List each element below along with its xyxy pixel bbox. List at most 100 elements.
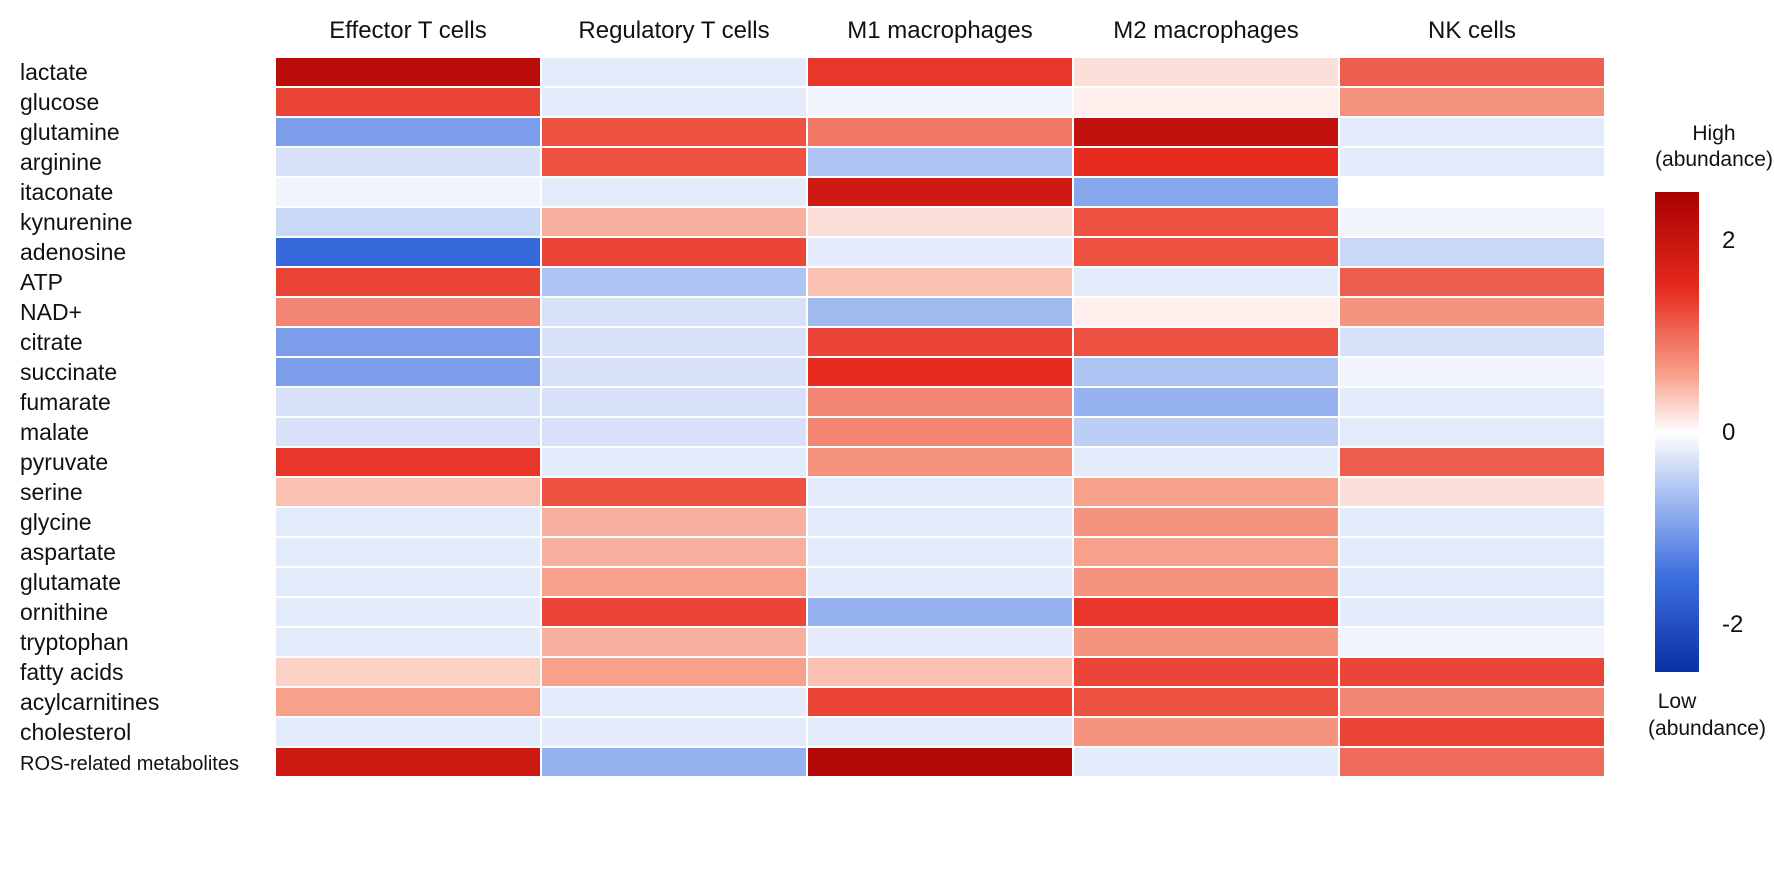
colorbar-gradient	[1655, 192, 1699, 672]
heatmap-cell-tryptophan-effector-t-cells	[276, 628, 540, 656]
heatmap-cell-pyruvate-m1-macrophages	[808, 448, 1072, 476]
heatmap-cell-nad-effector-t-cells	[276, 298, 540, 326]
heatmap-cell-arginine-effector-t-cells	[276, 148, 540, 176]
heatmap-cell-ornithine-m1-macrophages	[808, 598, 1072, 626]
heatmap-cell-aspartate-regulatory-t-cells	[542, 538, 806, 566]
heatmap-cell-cholesterol-m1-macrophages	[808, 718, 1072, 746]
heatmap-cell-acylcarnitines-m2-macrophages	[1074, 688, 1338, 716]
heatmap-cell-glucose-m1-macrophages	[808, 88, 1072, 116]
row-label-glutamine: glutamine	[20, 119, 120, 145]
heatmap-cell-glycine-effector-t-cells	[276, 508, 540, 536]
heatmap-cell-malate-regulatory-t-cells	[542, 418, 806, 446]
heatmap-cell-kynurenine-regulatory-t-cells	[542, 208, 806, 236]
heatmap-cell-atp-nk-cells	[1340, 268, 1604, 296]
heatmap-cell-acylcarnitines-nk-cells	[1340, 688, 1604, 716]
heatmap-cell-serine-effector-t-cells	[276, 478, 540, 506]
heatmap-cell-itaconate-effector-t-cells	[276, 178, 540, 206]
heatmap-cell-kynurenine-m2-macrophages	[1074, 208, 1338, 236]
heatmap-cell-tryptophan-m1-macrophages	[808, 628, 1072, 656]
row-label-glucose: glucose	[20, 89, 99, 115]
heatmap-cell-glutamate-m2-macrophages	[1074, 568, 1338, 596]
heatmap-cell-arginine-m1-macrophages	[808, 148, 1072, 176]
row-label-lactate: lactate	[20, 59, 88, 85]
heatmap-cell-nad-m2-macrophages	[1074, 298, 1338, 326]
heatmap-cell-adenosine-effector-t-cells	[276, 238, 540, 266]
heatmap-cell-glutamine-regulatory-t-cells	[542, 118, 806, 146]
heatmap-cell-glucose-nk-cells	[1340, 88, 1604, 116]
heatmap-cell-itaconate-nk-cells	[1340, 178, 1604, 206]
heatmap-cell-glutamate-nk-cells	[1340, 568, 1604, 596]
heatmap-cell-serine-regulatory-t-cells	[542, 478, 806, 506]
heatmap-cell-malate-m2-macrophages	[1074, 418, 1338, 446]
heatmap-cell-pyruvate-m2-macrophages	[1074, 448, 1338, 476]
colorbar-tick-label: -2	[1722, 611, 1743, 638]
heatmap-cell-succinate-nk-cells	[1340, 358, 1604, 386]
heatmap-cell-ros-related-metabolites-regulatory-t-cells	[542, 748, 806, 776]
row-label-serine: serine	[20, 479, 83, 505]
row-label-arginine: arginine	[20, 149, 102, 175]
row-label-citrate: citrate	[20, 329, 83, 355]
heatmap-cell-fumarate-m2-macrophages	[1074, 388, 1338, 416]
heatmap-cell-fatty-acids-nk-cells	[1340, 658, 1604, 686]
heatmap-cell-aspartate-m1-macrophages	[808, 538, 1072, 566]
heatmap-cell-acylcarnitines-m1-macrophages	[808, 688, 1072, 716]
heatmap-cell-serine-m2-macrophages	[1074, 478, 1338, 506]
heatmap-cell-arginine-nk-cells	[1340, 148, 1604, 176]
heatmap-cell-kynurenine-nk-cells	[1340, 208, 1604, 236]
heatmap-cell-pyruvate-nk-cells	[1340, 448, 1604, 476]
heatmap-cell-nad-regulatory-t-cells	[542, 298, 806, 326]
colorbar-low-label-line2: (abundance)	[1648, 717, 1766, 740]
heatmap-cell-glutamate-m1-macrophages	[808, 568, 1072, 596]
row-label-glycine: glycine	[20, 509, 92, 535]
heatmap-cell-kynurenine-m1-macrophages	[808, 208, 1072, 236]
heatmap-cell-cholesterol-nk-cells	[1340, 718, 1604, 746]
colorbar-tick-label: 2	[1722, 227, 1735, 254]
row-label-acylcarnitines: acylcarnitines	[20, 689, 159, 715]
column-label-effector-t-cells: Effector T cells	[329, 17, 486, 44]
row-label-succinate: succinate	[20, 359, 117, 385]
heatmap-cell-atp-m1-macrophages	[808, 268, 1072, 296]
heatmap-cell-ornithine-nk-cells	[1340, 598, 1604, 626]
heatmap-cell-succinate-effector-t-cells	[276, 358, 540, 386]
heatmap-cell-tryptophan-regulatory-t-cells	[542, 628, 806, 656]
heatmap-cell-aspartate-effector-t-cells	[276, 538, 540, 566]
heatmap-cell-succinate-m1-macrophages	[808, 358, 1072, 386]
heatmap-cell-arginine-regulatory-t-cells	[542, 148, 806, 176]
colorbar-low-label-line1: Low	[1658, 690, 1697, 713]
row-label-nad: NAD+	[20, 299, 82, 325]
heatmap-cell-fumarate-nk-cells	[1340, 388, 1604, 416]
heatmap-cell-glutamine-nk-cells	[1340, 118, 1604, 146]
heatmap-cell-tryptophan-nk-cells	[1340, 628, 1604, 656]
heatmap-cell-glutamate-effector-t-cells	[276, 568, 540, 596]
heatmap-cell-atp-regulatory-t-cells	[542, 268, 806, 296]
heatmap-cell-ornithine-effector-t-cells	[276, 598, 540, 626]
heatmap-cell-fumarate-regulatory-t-cells	[542, 388, 806, 416]
heatmap-cell-adenosine-nk-cells	[1340, 238, 1604, 266]
heatmap-cell-adenosine-regulatory-t-cells	[542, 238, 806, 266]
heatmap-cell-acylcarnitines-regulatory-t-cells	[542, 688, 806, 716]
row-label-fumarate: fumarate	[20, 389, 111, 415]
heatmap-cell-nad-m1-macrophages	[808, 298, 1072, 326]
heatmap-cell-fatty-acids-effector-t-cells	[276, 658, 540, 686]
heatmap-cell-succinate-regulatory-t-cells	[542, 358, 806, 386]
heatmap-cell-glycine-regulatory-t-cells	[542, 508, 806, 536]
row-label-tryptophan: tryptophan	[20, 629, 129, 655]
heatmap-cell-fumarate-effector-t-cells	[276, 388, 540, 416]
heatmap-cell-citrate-effector-t-cells	[276, 328, 540, 356]
heatmap-cell-adenosine-m2-macrophages	[1074, 238, 1338, 266]
row-labels: lactate glucose glutamine arginine itaconate…	[20, 59, 239, 775]
heatmap-cell-ros-related-metabolites-m2-macrophages	[1074, 748, 1338, 776]
heatmap-cell-itaconate-regulatory-t-cells	[542, 178, 806, 206]
heatmap-cell-aspartate-nk-cells	[1340, 538, 1604, 566]
heatmap-cell-aspartate-m2-macrophages	[1074, 538, 1338, 566]
heatmap-cell-lactate-regulatory-t-cells	[542, 58, 806, 86]
column-label-m1-macrophages: M1 macrophages	[847, 17, 1032, 44]
column-label-nk-cells: NK cells	[1428, 17, 1516, 44]
heatmap-cell-fatty-acids-m2-macrophages	[1074, 658, 1338, 686]
heatmap-cell-glutamate-regulatory-t-cells	[542, 568, 806, 596]
row-label-kynurenine: kynurenine	[20, 209, 133, 235]
row-label-cholesterol: cholesterol	[20, 719, 131, 745]
heatmap-cell-pyruvate-regulatory-t-cells	[542, 448, 806, 476]
heatmap-cell-lactate-nk-cells	[1340, 58, 1604, 86]
